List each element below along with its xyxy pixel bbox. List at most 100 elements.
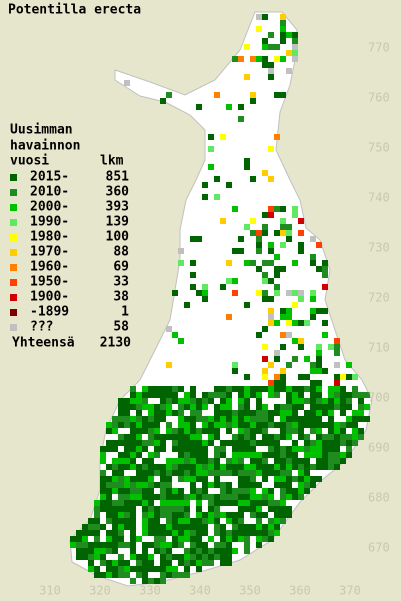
record-square [154, 464, 160, 470]
record-square [190, 434, 196, 440]
record-square [130, 464, 136, 470]
record-square [262, 458, 268, 464]
record-square [100, 446, 106, 452]
record-square [196, 428, 202, 434]
record-square [238, 500, 244, 506]
record-square [298, 374, 304, 380]
record-square [250, 506, 256, 512]
record-square [334, 434, 340, 440]
record-square [310, 368, 316, 374]
record-square [148, 386, 154, 392]
record-square [244, 428, 250, 434]
record-square [196, 542, 202, 548]
record-square [250, 500, 256, 506]
record-square [352, 374, 358, 380]
record-square [346, 434, 352, 440]
record-square [178, 404, 184, 410]
record-square [106, 548, 112, 554]
record-square [106, 422, 112, 428]
record-square [232, 422, 238, 428]
legend-swatch [10, 204, 17, 211]
record-square [166, 512, 172, 518]
record-square [280, 476, 286, 482]
record-square [208, 134, 214, 140]
record-square [232, 512, 238, 518]
record-square [160, 464, 166, 470]
record-square [178, 476, 184, 482]
record-square [352, 386, 358, 392]
record-square [214, 548, 220, 554]
record-square [184, 548, 190, 554]
record-square [208, 440, 214, 446]
record-square [340, 422, 346, 428]
record-square [130, 494, 136, 500]
record-square [214, 470, 220, 476]
record-square [214, 176, 220, 182]
record-square [220, 134, 226, 140]
record-square [262, 230, 268, 236]
record-square [292, 440, 298, 446]
record-square [292, 494, 298, 500]
record-square [346, 416, 352, 422]
x-coordinate-label: 340 [189, 584, 211, 598]
record-square [208, 500, 214, 506]
record-square [316, 362, 322, 368]
y-coordinate-label: 670 [368, 541, 390, 555]
record-square [328, 434, 334, 440]
record-square [364, 404, 370, 410]
record-square [262, 428, 268, 434]
record-square [238, 506, 244, 512]
record-square [244, 158, 250, 164]
record-square [298, 392, 304, 398]
record-square [76, 548, 82, 554]
record-square [142, 440, 148, 446]
record-square [100, 572, 106, 578]
record-square [130, 476, 136, 482]
record-square [304, 434, 310, 440]
legend-swatch [10, 249, 17, 256]
record-square [118, 542, 124, 548]
record-square [130, 488, 136, 494]
record-square [184, 446, 190, 452]
record-square [154, 434, 160, 440]
record-square [286, 482, 292, 488]
record-square [280, 446, 286, 452]
record-square [286, 386, 292, 392]
record-square [280, 506, 286, 512]
record-square [244, 470, 250, 476]
record-square [178, 464, 184, 470]
y-coordinate-label: 750 [368, 141, 390, 155]
record-square [190, 410, 196, 416]
record-square [274, 392, 280, 398]
record-square [166, 404, 172, 410]
record-square [118, 482, 124, 488]
record-square [100, 482, 106, 488]
record-square [238, 416, 244, 422]
record-square [310, 404, 316, 410]
record-square [352, 440, 358, 446]
record-square [148, 560, 154, 566]
record-square [202, 476, 208, 482]
record-square [148, 500, 154, 506]
record-square [142, 386, 148, 392]
record-square [202, 548, 208, 554]
record-square [220, 392, 226, 398]
legend-swatch [10, 309, 17, 316]
record-square [190, 470, 196, 476]
record-square [136, 452, 142, 458]
record-square [202, 464, 208, 470]
record-square [244, 374, 250, 380]
record-square [280, 416, 286, 422]
record-square [220, 494, 226, 500]
record-square [142, 464, 148, 470]
record-square [274, 230, 280, 236]
record-square [160, 524, 166, 530]
record-square [190, 530, 196, 536]
record-square [322, 440, 328, 446]
record-square [274, 452, 280, 458]
record-square [112, 416, 118, 422]
record-square [106, 560, 112, 566]
record-square [88, 542, 94, 548]
record-square [184, 500, 190, 506]
record-square [178, 260, 184, 266]
